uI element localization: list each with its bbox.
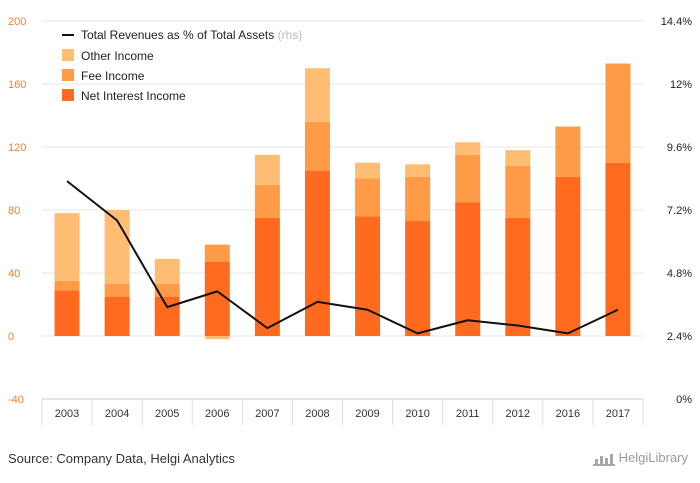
x-tick-label: 2010 <box>405 408 429 420</box>
bar-segment <box>304 68 330 122</box>
bar-segment <box>505 150 531 166</box>
y-right-tick-label: 4.8% <box>667 268 692 280</box>
y-left-tick-label: 0 <box>8 331 14 343</box>
y-right-tick-label: 14.4% <box>661 16 692 28</box>
bar-segment <box>154 284 180 297</box>
bar-segment <box>104 296 130 336</box>
axes: 200 160 120 80 40 0 -40 14.4% 12% 9.6% 7.2% 4.8% 2.4… <box>8 16 692 425</box>
y-left-tick-label: -40 <box>8 394 24 406</box>
logo-text: HelgiLibrary <box>618 450 688 465</box>
bar-segment <box>54 213 80 281</box>
bar-segment <box>405 164 431 177</box>
ratio-line <box>66 180 619 335</box>
bar-segment <box>304 170 330 336</box>
bar-segment <box>455 202 481 336</box>
y-left-tick-label: 40 <box>8 268 20 280</box>
bar-segment <box>54 280 80 291</box>
bar-segment <box>254 184 280 218</box>
bar-segment <box>455 142 481 155</box>
bar-segment <box>154 258 180 285</box>
legend-swatch <box>62 69 74 81</box>
legend: Total Revenues as % of Total Assets (rhs… <box>62 28 302 103</box>
bar-segment <box>555 176 581 336</box>
legend-label: Total Revenues as % of Total Assets (rhs… <box>81 28 302 42</box>
legend-line-note: (rhs) <box>278 28 303 42</box>
x-tick-label: 2006 <box>205 408 229 420</box>
logo-bars-icon <box>592 452 615 466</box>
bar-segment <box>355 162 381 179</box>
bars <box>54 63 631 340</box>
bar-segment <box>605 162 631 336</box>
x-tick-label: 2016 <box>556 408 580 420</box>
bar-segment <box>405 221 431 336</box>
legend-label: Other Income <box>81 49 154 63</box>
x-tick-label: 2007 <box>255 408 279 420</box>
x-tick-label: 2012 <box>506 408 530 420</box>
y-right-tick-label: 12% <box>670 79 692 91</box>
x-tick-label: 2008 <box>305 408 329 420</box>
y-left-tick-label: 120 <box>8 142 26 154</box>
bar-segment <box>54 290 80 336</box>
x-tick-label: 2003 <box>55 408 79 420</box>
ratio-polyline <box>66 180 619 335</box>
bar-segment <box>455 154 481 203</box>
y-right-tick-label: 2.4% <box>667 331 692 343</box>
source-note: Source: Company Data, Helgi Analytics <box>8 451 235 466</box>
x-tick-label: 2009 <box>355 408 379 420</box>
bar-segment <box>304 121 330 171</box>
y-left-tick-label: 80 <box>8 205 20 217</box>
legend-swatch <box>62 49 74 61</box>
legend-line-label: Total Revenues as % of Total Assets <box>81 28 278 42</box>
bar-segment <box>555 126 581 177</box>
legend-label: Net Interest Income <box>81 89 186 103</box>
y-right-tick-label: 0% <box>676 394 692 406</box>
bar-segment <box>355 216 381 336</box>
x-tick-label: 2011 <box>456 408 480 420</box>
x-tick-label: 2004 <box>105 408 129 420</box>
legend-label: Fee Income <box>81 69 145 83</box>
bar-segment <box>355 178 381 217</box>
bar-segment <box>405 176 431 222</box>
bar-segment <box>204 336 230 340</box>
y-right-tick-label: 7.2% <box>667 205 692 217</box>
bar-segment <box>104 284 130 297</box>
bar-segment <box>154 296 180 336</box>
bar-segment <box>204 244 230 262</box>
y-left-tick-label: 160 <box>8 79 26 91</box>
x-tick-label: 2005 <box>155 408 179 420</box>
helgi-library-logo[interactable]: HelgiLibrary <box>592 450 688 466</box>
legend-swatch <box>62 89 74 101</box>
y-right-tick-label: 9.6% <box>667 142 692 154</box>
bar-segment <box>254 154 280 185</box>
y-left-tick-label: 200 <box>8 16 26 28</box>
revenue-chart: 200 160 120 80 40 0 -40 14.4% 12% 9.6% 7.2% 4.8% 2.4… <box>8 16 692 425</box>
bar-segment <box>254 217 280 336</box>
bar-segment <box>204 261 230 336</box>
bar-segment <box>505 217 531 336</box>
x-tick-label: 2017 <box>606 408 630 420</box>
bar-segment <box>605 63 631 163</box>
bar-segment <box>505 165 531 218</box>
